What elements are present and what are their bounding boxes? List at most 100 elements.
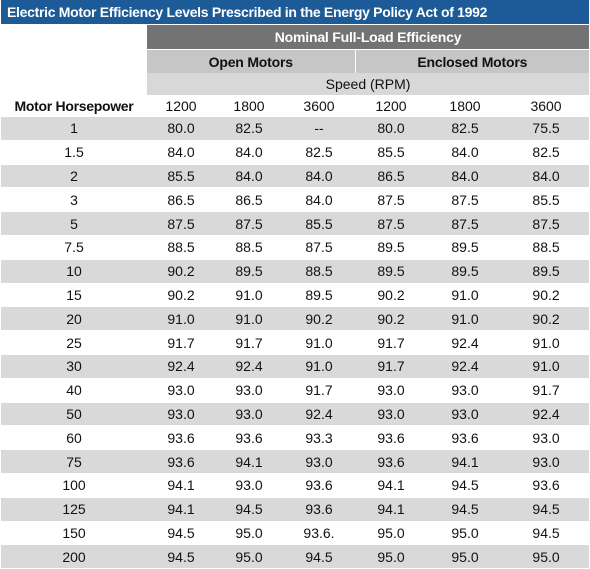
horsepower-cell: 40 [1, 378, 147, 403]
speed-column-header: 3600 [503, 95, 590, 117]
efficiency-cell: 75.5 [503, 117, 590, 141]
efficiency-cell: 82.5 [215, 117, 283, 141]
efficiency-cell: 82.5 [283, 140, 355, 165]
horsepower-cell: 1.5 [1, 140, 147, 165]
efficiency-cell: 93.0 [503, 449, 590, 474]
horsepower-cell: 25 [1, 330, 147, 355]
efficiency-cell: 95.0 [427, 521, 503, 546]
efficiency-cell: 91.7 [503, 378, 590, 403]
efficiency-cell: 91.0 [283, 330, 355, 355]
efficiency-cell: 90.2 [355, 283, 427, 308]
efficiency-cell: 87.5 [215, 211, 283, 236]
horsepower-cell: 2 [1, 164, 147, 189]
efficiency-cell: 93.6 [503, 473, 590, 498]
table-title: Electric Motor Efficiency Levels Prescri… [1, 0, 589, 25]
efficiency-cell: 88.5 [147, 235, 215, 260]
efficiency-cell: 84.0 [215, 164, 283, 189]
efficiency-cell: 90.2 [147, 283, 215, 308]
efficiency-cell: 93.0 [355, 402, 427, 427]
efficiency-cell: 87.5 [503, 211, 590, 236]
efficiency-cell: 91.7 [283, 378, 355, 403]
efficiency-cell: 94.5 [427, 473, 503, 498]
efficiency-cell: 92.4 [427, 330, 503, 355]
efficiency-cell: 93.0 [215, 378, 283, 403]
table-row: 75 93.6 94.1 93.0 93.6 94.1 93.0 [1, 449, 590, 474]
efficiency-cell: 87.5 [427, 211, 503, 236]
table-row: 20 91.0 91.0 90.2 90.2 91.0 90.2 [1, 306, 590, 332]
horsepower-cell: 1 [1, 117, 147, 141]
table-row: 125 94.1 94.5 93.6 94.1 94.5 94.5 [1, 497, 590, 522]
efficiency-cell: 89.5 [427, 235, 503, 260]
efficiency-cell: 94.5 [503, 497, 590, 522]
efficiency-cell: 90.2 [503, 283, 590, 308]
efficiency-cell: 86.5 [215, 187, 283, 213]
horsepower-cell: 10 [1, 259, 147, 284]
table-row: 5 87.5 87.5 85.5 87.5 87.5 87.5 [1, 211, 590, 236]
efficiency-table: Nominal Full-Load Efficiency Open Motors… [1, 25, 590, 569]
efficiency-cell: 92.4 [215, 354, 283, 379]
table-row: 50 93.0 93.0 92.4 93.0 93.0 92.4 [1, 402, 590, 427]
efficiency-cell: 86.5 [355, 164, 427, 189]
efficiency-cell: 86.5 [147, 187, 215, 213]
efficiency-cell: 95.0 [355, 521, 427, 546]
horsepower-cell: 50 [1, 402, 147, 427]
efficiency-cell: -- [283, 117, 355, 141]
efficiency-cell: 91.0 [503, 330, 590, 355]
table-row: 60 93.6 93.6 93.3 93.6 93.6 93.0 [1, 425, 590, 451]
efficiency-cell: 91.0 [283, 354, 355, 379]
efficiency-cell: 93.3 [283, 425, 355, 451]
table-row: 25 91.7 91.7 91.0 91.7 92.4 91.0 [1, 330, 590, 355]
efficiency-cell: 93.0 [427, 402, 503, 427]
efficiency-cell: 90.2 [283, 306, 355, 332]
efficiency-cell: 92.4 [283, 402, 355, 427]
efficiency-cell: 89.5 [355, 259, 427, 284]
header-blank-cell [1, 49, 147, 73]
efficiency-cell: 85.5 [283, 211, 355, 236]
efficiency-cell: 84.0 [283, 187, 355, 213]
efficiency-cell: 93.6 [215, 425, 283, 451]
table-row: 1.5 84.0 84.0 82.5 85.5 84.0 82.5 [1, 140, 590, 165]
efficiency-cell: 91.7 [147, 330, 215, 355]
efficiency-cell: 84.0 [147, 140, 215, 165]
horsepower-cell: 75 [1, 449, 147, 474]
table-row: 1 80.0 82.5 -- 80.0 82.5 75.5 [1, 117, 590, 141]
speed-column-header: 1800 [215, 95, 283, 117]
efficiency-cell: 91.0 [215, 283, 283, 308]
efficiency-cell: 94.1 [147, 473, 215, 498]
header-blank-cell [1, 25, 147, 50]
efficiency-cell: 84.0 [427, 140, 503, 165]
efficiency-cell: 95.0 [215, 521, 283, 546]
efficiency-cell: 94.5 [147, 521, 215, 546]
horsepower-cell: 7.5 [1, 235, 147, 260]
efficiency-cell: 93.6. [283, 521, 355, 546]
efficiency-cell: 84.0 [215, 140, 283, 165]
efficiency-cell: 87.5 [355, 187, 427, 213]
table-row: 30 92.4 92.4 91.0 91.7 92.4 91.0 [1, 354, 590, 379]
efficiency-cell: 82.5 [503, 140, 590, 165]
efficiency-cell: 94.1 [355, 473, 427, 498]
horsepower-cell: 20 [1, 306, 147, 332]
horsepower-cell: 60 [1, 425, 147, 451]
efficiency-cell: 87.5 [355, 211, 427, 236]
efficiency-cell: 93.6 [147, 449, 215, 474]
efficiency-cell: 88.5 [503, 235, 590, 260]
efficiency-cell: 93.0 [215, 402, 283, 427]
horsepower-cell: 3 [1, 187, 147, 213]
efficiency-cell: 92.4 [147, 354, 215, 379]
table-row: 7.5 88.5 88.5 87.5 89.5 89.5 88.5 [1, 235, 590, 260]
efficiency-cell: 94.1 [215, 449, 283, 474]
efficiency-cell: 93.0 [503, 425, 590, 451]
efficiency-cell: 80.0 [147, 117, 215, 141]
efficiency-cell: 89.5 [427, 259, 503, 284]
efficiency-cell: 93.6 [355, 449, 427, 474]
group-header: Nominal Full-Load Efficiency [147, 25, 590, 50]
efficiency-cell: 84.0 [503, 164, 590, 189]
efficiency-cell: 94.1 [427, 449, 503, 474]
horsepower-cell: 150 [1, 521, 147, 546]
efficiency-cell: 93.0 [147, 402, 215, 427]
efficiency-cell: 93.6 [283, 473, 355, 498]
efficiency-cell: 93.0 [147, 378, 215, 403]
efficiency-cell: 84.0 [283, 164, 355, 189]
efficiency-cell: 88.5 [283, 259, 355, 284]
speed-column-header: 1200 [355, 95, 427, 117]
